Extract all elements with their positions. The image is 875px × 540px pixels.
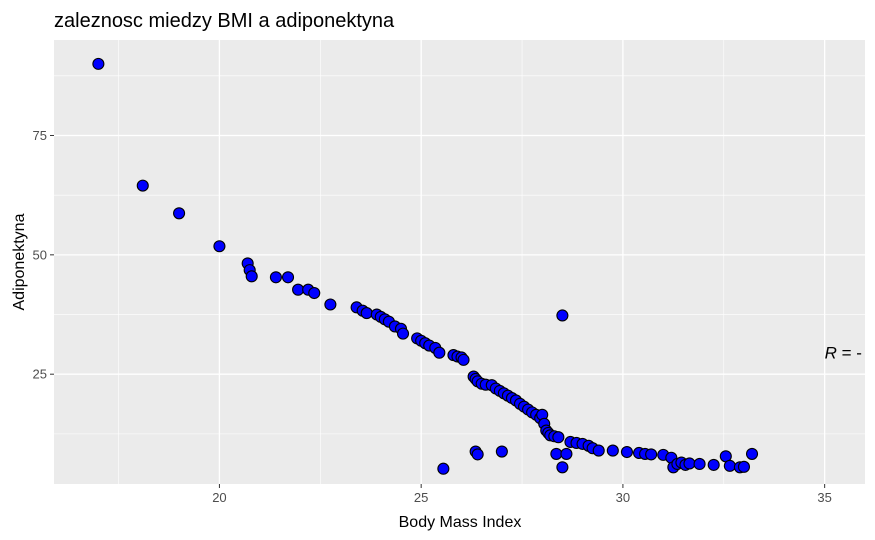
data-point [552, 431, 565, 444]
major-gridlines [54, 40, 865, 484]
data-point [281, 271, 295, 284]
correlation-annotation: R = - [825, 344, 862, 363]
data-point [693, 457, 706, 470]
x-axis-ticks: 20 25 30 35 [212, 484, 832, 505]
x-tick-label: 25 [414, 490, 428, 505]
data-point [324, 298, 337, 311]
data-point [620, 445, 633, 459]
data-point [437, 462, 450, 475]
data-point [245, 270, 258, 283]
data-point [550, 447, 563, 460]
y-tick-label: 25 [33, 367, 47, 382]
y-tick-label: 75 [33, 128, 47, 143]
chart-title: zaleznosc miedzy BMI a adiponektyna [54, 10, 395, 32]
data-point [433, 346, 446, 359]
x-tick-label: 30 [616, 490, 630, 505]
y-tick-label: 50 [33, 247, 47, 262]
y-axis-title: Adiponektyna [11, 213, 28, 310]
data-point [556, 461, 569, 474]
data-points [92, 57, 759, 475]
data-point [645, 448, 658, 461]
minor-gridlines [54, 40, 865, 484]
data-point [592, 444, 605, 457]
data-point [560, 447, 573, 460]
x-tick-label: 20 [212, 490, 226, 505]
correlation-label: R = - [825, 344, 862, 363]
y-axis-ticks: 25 50 75 [33, 128, 54, 382]
data-point [707, 458, 720, 471]
data-point [745, 447, 759, 460]
data-point [269, 271, 282, 284]
data-point [292, 283, 305, 296]
data-point [360, 307, 373, 320]
data-point [92, 57, 105, 70]
x-axis-title: Body Mass Index [399, 514, 522, 531]
data-point [495, 445, 508, 458]
data-point [471, 448, 484, 461]
data-point [556, 309, 569, 322]
data-point [457, 353, 470, 366]
data-point [737, 460, 751, 473]
data-point [213, 240, 226, 253]
data-point [396, 327, 410, 340]
plot-panel [54, 40, 865, 484]
data-point [173, 207, 186, 220]
data-point [723, 459, 736, 472]
data-point [136, 179, 149, 192]
data-point [683, 457, 696, 470]
data-point [308, 286, 321, 300]
data-point [606, 444, 619, 457]
x-tick-label: 35 [817, 490, 831, 505]
